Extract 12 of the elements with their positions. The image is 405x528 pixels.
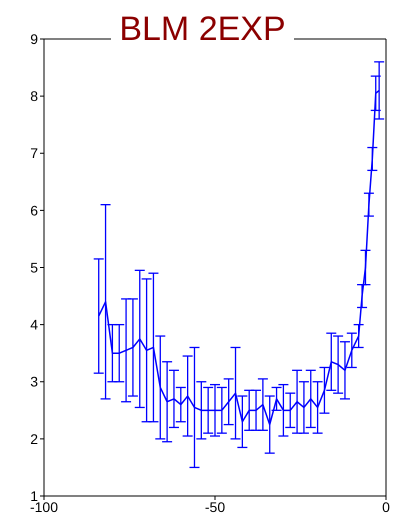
y-tick-label: 4 [30, 316, 38, 333]
y-tick-label: 9 [30, 30, 38, 47]
y-tick-label: 3 [30, 374, 38, 390]
x-tick-label: -50 [204, 498, 226, 515]
y-tick-label: 1 [30, 488, 38, 504]
y-tick-label: 2 [30, 430, 38, 447]
y-tick-label: 6 [30, 202, 38, 218]
x-tick-label: 0 [382, 498, 390, 515]
y-tick-label: 8 [30, 88, 38, 104]
y-tick-label: 5 [30, 259, 38, 276]
y-tick-label: 7 [30, 145, 38, 162]
chart-title: BLM 2EXP [111, 10, 294, 48]
